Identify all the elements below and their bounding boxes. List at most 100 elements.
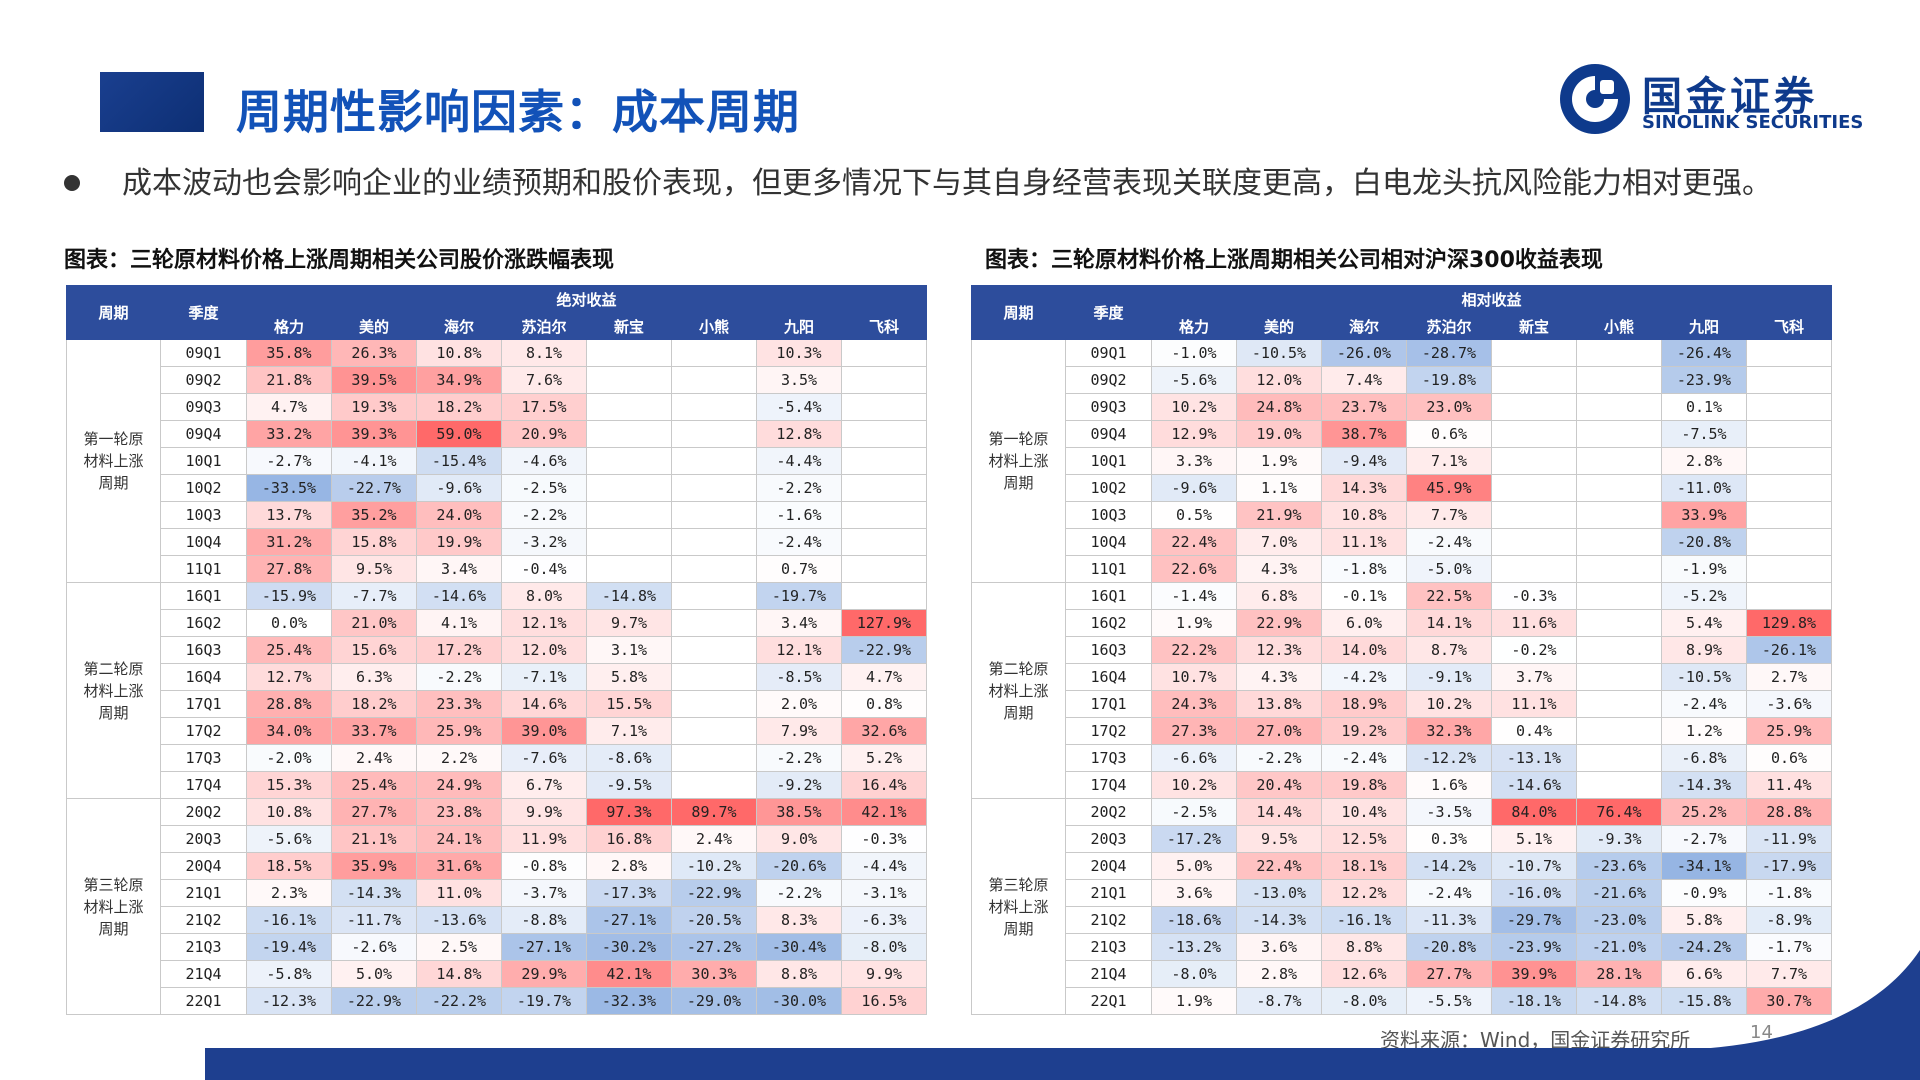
value-cell: -2.2%: [756, 879, 842, 907]
value-cell: -17.3%: [586, 879, 672, 907]
header-company: 海尔: [416, 312, 502, 340]
value-cell: [840, 366, 928, 394]
value-cell: 5.2%: [840, 744, 928, 772]
value-cell: -23.9%: [1491, 933, 1577, 961]
period-label: 第一轮原 材料上涨 周期: [66, 339, 161, 583]
value-cell: 16.8%: [586, 825, 672, 853]
period-label-line: 第一轮原: [83, 430, 144, 448]
value-cell: [671, 717, 757, 745]
value-cell: [840, 474, 928, 502]
period-label: 第三轮原 材料上涨 周期: [971, 798, 1066, 1015]
value-cell: 12.7%: [246, 663, 332, 691]
value-cell: 22.5%: [1406, 582, 1492, 610]
value-cell: -18.1%: [1491, 987, 1577, 1015]
table-row: 20Q4 5.0% 22.4% 18.1% -14.2% -10.7% -23.6% -34.…: [972, 852, 1833, 880]
value-cell: 1.9%: [1151, 609, 1237, 637]
value-cell: -9.1%: [1406, 663, 1492, 691]
value-cell: -0.1%: [1321, 582, 1407, 610]
quarter-cell: 22Q1: [160, 987, 247, 1015]
quarter-cell: 16Q2: [1065, 609, 1152, 637]
value-cell: 10.2%: [1151, 771, 1237, 799]
header-quarter: 季度: [1065, 285, 1152, 340]
value-cell: -11.7%: [331, 906, 417, 934]
value-cell: -7.1%: [501, 663, 587, 691]
header-company: 格力: [246, 312, 332, 340]
header-period: 周期: [66, 285, 161, 340]
value-cell: -2.2%: [1236, 744, 1322, 772]
table-row: 第三轮原 材料上涨 周期 20Q2 -2.5% 14.4% 10.4% -3.5% 84.0% 7…: [971, 798, 1833, 1015]
value-cell: -17.9%: [1745, 852, 1833, 880]
value-cell: [1491, 366, 1577, 394]
value-cell: 11.9%: [501, 825, 587, 853]
value-cell: -12.2%: [1406, 744, 1492, 772]
value-cell: 2.3%: [246, 879, 332, 907]
value-cell: -21.0%: [1576, 933, 1662, 961]
value-cell: 30.7%: [1745, 987, 1833, 1015]
value-cell: -9.6%: [416, 474, 502, 502]
value-cell: 30.3%: [671, 960, 757, 988]
page-title: 周期性影响因素：成本周期: [236, 85, 800, 139]
value-cell: 22.6%: [1151, 555, 1237, 583]
table-row: 21Q2 -18.6% -14.3% -16.1% -11.3% -29.7% -23.0%…: [972, 906, 1833, 934]
value-cell: 13.7%: [246, 501, 332, 529]
value-cell: -16.1%: [246, 906, 332, 934]
value-cell: 9.9%: [840, 960, 928, 988]
value-cell: 14.6%: [501, 690, 587, 718]
value-cell: 10.2%: [1406, 690, 1492, 718]
value-cell: 17.2%: [416, 636, 502, 664]
table-row: 09Q2 21.8% 39.5% 34.9% 7.6% 3.5%: [67, 366, 928, 394]
table-row: 10Q3 13.7% 35.2% 24.0% -2.2% -1.6%: [67, 501, 928, 529]
header-company: 飞科: [840, 312, 928, 340]
value-cell: 3.5%: [756, 366, 842, 394]
logo-cn-text: 国金证券: [1642, 74, 1818, 120]
value-cell: 45.9%: [1406, 474, 1492, 502]
table-row: 21Q2 -16.1% -11.7% -13.6% -8.8% -27.1% -20.5% 8…: [67, 906, 928, 934]
quarter-cell: 21Q2: [160, 906, 247, 934]
table-row: 16Q4 10.7% 4.3% -4.2% -9.1% 3.7% -10.5% 2.7%: [972, 663, 1833, 691]
value-cell: -7.5%: [1661, 420, 1747, 448]
value-cell: -0.8%: [501, 852, 587, 880]
relative-return-table: 周期 季度 相对收益 格力 美的 海尔 苏泊尔 新宝 小熊 九阳 飞科 第一轮原 材料上涨 周期 09Q1-…: [971, 285, 1833, 1015]
value-cell: 12.0%: [501, 636, 587, 664]
table-row: 17Q1 28.8% 18.2% 23.3% 14.6% 15.5% 2.0% 0.8%: [67, 690, 928, 718]
value-cell: -2.2%: [501, 501, 587, 529]
value-cell: 8.1%: [501, 339, 587, 367]
value-cell: 12.9%: [1151, 420, 1237, 448]
quarter-cell: 17Q3: [160, 744, 247, 772]
table-row: 10Q1 3.3% 1.9% -9.4% 7.1% 2.8%: [972, 447, 1833, 475]
value-cell: 24.0%: [416, 501, 502, 529]
value-cell: 2.8%: [1661, 447, 1747, 475]
value-cell: -4.6%: [501, 447, 587, 475]
quarter-cell: 21Q3: [1065, 933, 1152, 961]
value-cell: 42.1%: [840, 798, 928, 826]
period-label-line: 周期: [98, 919, 129, 938]
quarter-cell: 16Q1: [160, 582, 247, 610]
value-cell: [1745, 555, 1833, 583]
period-label-line: 第二轮原: [83, 659, 144, 678]
header-company: 九阳: [756, 312, 842, 340]
value-cell: 19.3%: [331, 393, 417, 421]
value-cell: -30.4%: [756, 933, 842, 961]
value-cell: 25.2%: [1661, 798, 1747, 826]
title-accent-block: [100, 72, 204, 132]
period-label-line: 材料上涨: [988, 452, 1049, 470]
value-cell: 39.0%: [501, 717, 587, 745]
value-cell: 11.4%: [1745, 771, 1833, 799]
value-cell: 10.8%: [416, 339, 502, 367]
value-cell: [586, 474, 672, 502]
value-cell: [671, 636, 757, 664]
value-cell: 22.2%: [1151, 636, 1237, 664]
value-cell: -20.6%: [756, 852, 842, 880]
quarter-cell: 16Q3: [160, 636, 247, 664]
header-company: 小熊: [671, 312, 757, 340]
value-cell: 0.7%: [756, 555, 842, 583]
value-cell: 34.9%: [416, 366, 502, 394]
header-group: 绝对收益: [245, 285, 928, 313]
quarter-cell: 16Q1: [1065, 582, 1152, 610]
value-cell: 5.0%: [331, 960, 417, 988]
value-cell: 6.7%: [501, 771, 587, 799]
value-cell: [1576, 528, 1662, 556]
value-cell: -27.1%: [586, 906, 672, 934]
value-cell: 12.1%: [501, 609, 587, 637]
quarter-cell: 16Q3: [1065, 636, 1152, 664]
